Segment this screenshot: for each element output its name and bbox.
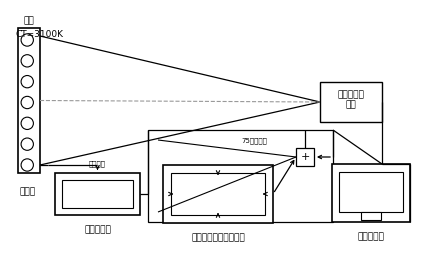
Bar [360,212,380,220]
Text: 欠扫描彩色电视监视器: 欠扫描彩色电视监视器 [191,233,244,242]
Text: 灯箱: 灯箱 [24,16,34,25]
Text: 图形工作站: 图形工作站 [357,232,384,241]
Bar [319,82,381,122]
Text: 图形发生器: 图形发生器 [84,225,111,234]
Bar [18,28,40,173]
Text: 测试图: 测试图 [20,187,36,196]
Text: 75欧射频接: 75欧射频接 [240,137,266,144]
Bar [171,173,265,215]
Bar [62,180,133,208]
Bar [331,164,409,222]
Text: 网络接口摄
像机: 网络接口摄 像机 [337,90,364,110]
Bar [338,172,402,212]
Bar [295,148,313,166]
Bar [55,173,140,215]
Bar [148,130,332,222]
Text: +: + [300,152,309,162]
Text: 同步输入: 同步输入 [89,160,106,167]
Bar [162,165,272,223]
Text: CT=3100K: CT=3100K [16,30,64,39]
